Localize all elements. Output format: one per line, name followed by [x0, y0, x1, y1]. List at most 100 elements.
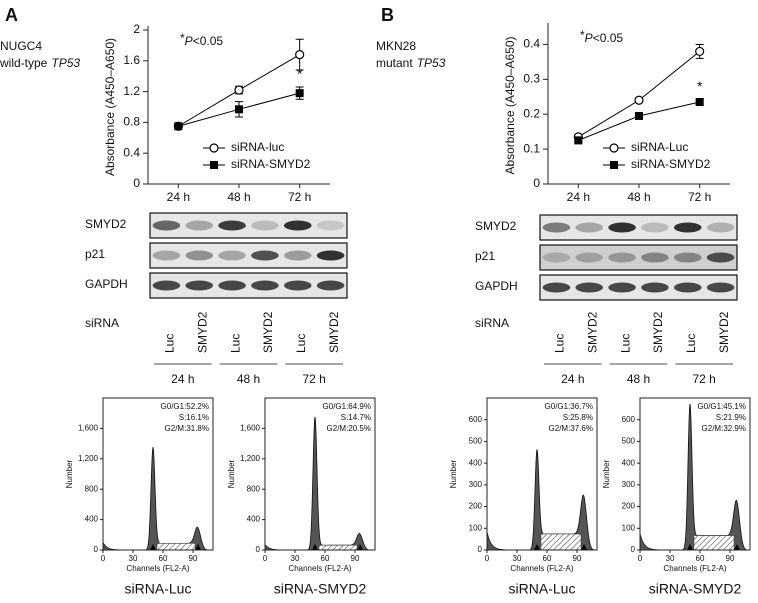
data-point: [574, 136, 583, 145]
plot-frame: [102, 397, 214, 551]
legend-marker: [209, 143, 219, 153]
s-phase: [540, 533, 582, 551]
blot-band: [316, 280, 345, 291]
phase-annotation: S:16.1%: [179, 413, 209, 422]
annotation-rest: <0.05: [193, 34, 224, 48]
annotation-star: *: [180, 31, 185, 45]
blot-band: [641, 222, 669, 233]
y-tick-label: 800: [85, 484, 99, 493]
x-tick-label: 90: [189, 554, 198, 563]
x-tick-label: 30: [513, 554, 522, 563]
chart-title: siRNA-SMYD2: [274, 581, 367, 597]
blot-band: [152, 220, 181, 231]
y-tick-label: 200: [622, 502, 636, 511]
x-tick-label: 72 h: [688, 190, 711, 204]
peak-marker: [195, 544, 201, 550]
lane-label: Luc: [553, 334, 567, 353]
x-tick-label: 0: [263, 554, 268, 563]
phase-annotation: G0/G1:52.2%: [161, 402, 209, 411]
blot-band: [575, 282, 604, 293]
peak-marker: [312, 544, 318, 550]
y-tick-label: 300: [469, 480, 483, 489]
y-tick-label: 0.4: [523, 37, 540, 51]
x-tick-label: 60: [696, 554, 705, 563]
phase-annotation: G2/M:31.8%: [165, 424, 209, 433]
blot-band: [575, 252, 604, 263]
histogram: [264, 416, 375, 551]
blot-row-label: GAPDH: [475, 279, 518, 293]
blot-band: [185, 250, 214, 261]
blot-band: [641, 282, 669, 293]
sirna-label: siRNA: [475, 316, 509, 330]
peak-marker: [150, 544, 156, 550]
x-tick-label: 0: [485, 554, 490, 563]
phase-annotation: G2/M:20.5%: [327, 424, 371, 433]
blot-band: [251, 220, 279, 231]
blot-band: [706, 282, 735, 293]
blot-band: [608, 222, 636, 233]
blot-frame: [149, 242, 348, 269]
y-tick-label: 1.6: [123, 53, 140, 67]
blot-band: [218, 280, 246, 291]
blot-band: [542, 222, 571, 233]
blot-band: [152, 280, 181, 291]
x-tick-label: 24 h: [567, 190, 590, 204]
blot-row-label: SMYD2: [85, 217, 127, 231]
lane-label: SMYD2: [327, 311, 341, 353]
x-tick-label: 48 h: [627, 190, 650, 204]
y-tick-label: 100: [469, 523, 483, 532]
plot-frame: [264, 397, 376, 551]
x-tick-label: 48 h: [227, 190, 250, 204]
x-axis-label: Channels (FL2-A): [510, 564, 573, 573]
lane-label: SMYD2: [651, 311, 665, 353]
annotation: *P<0.05: [180, 31, 223, 48]
annotation-rest: <0.05: [593, 31, 624, 45]
data-point: [695, 46, 705, 57]
y-tick-label: 1,200: [240, 454, 261, 463]
genotype: wild-type TP53: [0, 56, 80, 70]
x-tick-label: 60: [543, 554, 552, 563]
significance: *: [297, 66, 303, 82]
blot-band: [316, 250, 345, 261]
timepoint-label: 72 h: [692, 372, 715, 386]
y-tick-label: 0.3: [523, 72, 540, 86]
x-tick-label: 60: [321, 554, 330, 563]
peak-marker: [687, 544, 693, 550]
chart-title: siRNA-Luc: [125, 581, 192, 597]
legend-label: siRNA-luc: [231, 140, 284, 154]
blot-band: [673, 222, 702, 233]
data-point: [695, 98, 704, 107]
gene: TP53: [417, 56, 446, 70]
peak-marker: [734, 544, 740, 550]
y-tick-label: 1.2: [123, 84, 140, 98]
y-tick-label: 1,600: [240, 424, 261, 433]
y-tick-label: 400: [85, 515, 99, 524]
y-axis-label: Absorbance (A450–A650): [103, 38, 117, 176]
phase-annotation: G0/G1:64.9%: [323, 402, 371, 411]
y-tick-label: 600: [469, 415, 483, 424]
panel-label: B: [381, 5, 394, 25]
blot-frame: [539, 244, 738, 271]
y-tick-label: 500: [469, 437, 483, 446]
blot-row-label: GAPDH: [85, 277, 128, 291]
x-tick-label: 90: [573, 554, 582, 563]
lane-label: SMYD2: [717, 311, 731, 353]
blot-band: [185, 220, 214, 231]
blot-band: [283, 220, 312, 231]
y-tick-label: 0: [478, 545, 483, 554]
phase-annotation: G0/G1:45.1%: [698, 402, 746, 411]
blot-band: [218, 250, 246, 261]
blot-frame: [539, 274, 738, 301]
lane-label: SMYD2: [195, 311, 209, 353]
blot-band: [152, 250, 181, 261]
chart-title: siRNA-SMYD2: [649, 581, 742, 597]
blot-row-label: p21: [85, 247, 105, 261]
timepoint-label: 48 h: [237, 372, 260, 386]
timepoint-label: 24 h: [561, 372, 584, 386]
plot-frame: [486, 397, 598, 551]
timepoint-label: 24 h: [171, 372, 194, 386]
x-tick-label: 24 h: [167, 190, 190, 204]
y-tick-label: 0.1: [523, 141, 540, 155]
y-tick-label: 0: [94, 545, 99, 554]
panel-label: A: [5, 5, 18, 25]
